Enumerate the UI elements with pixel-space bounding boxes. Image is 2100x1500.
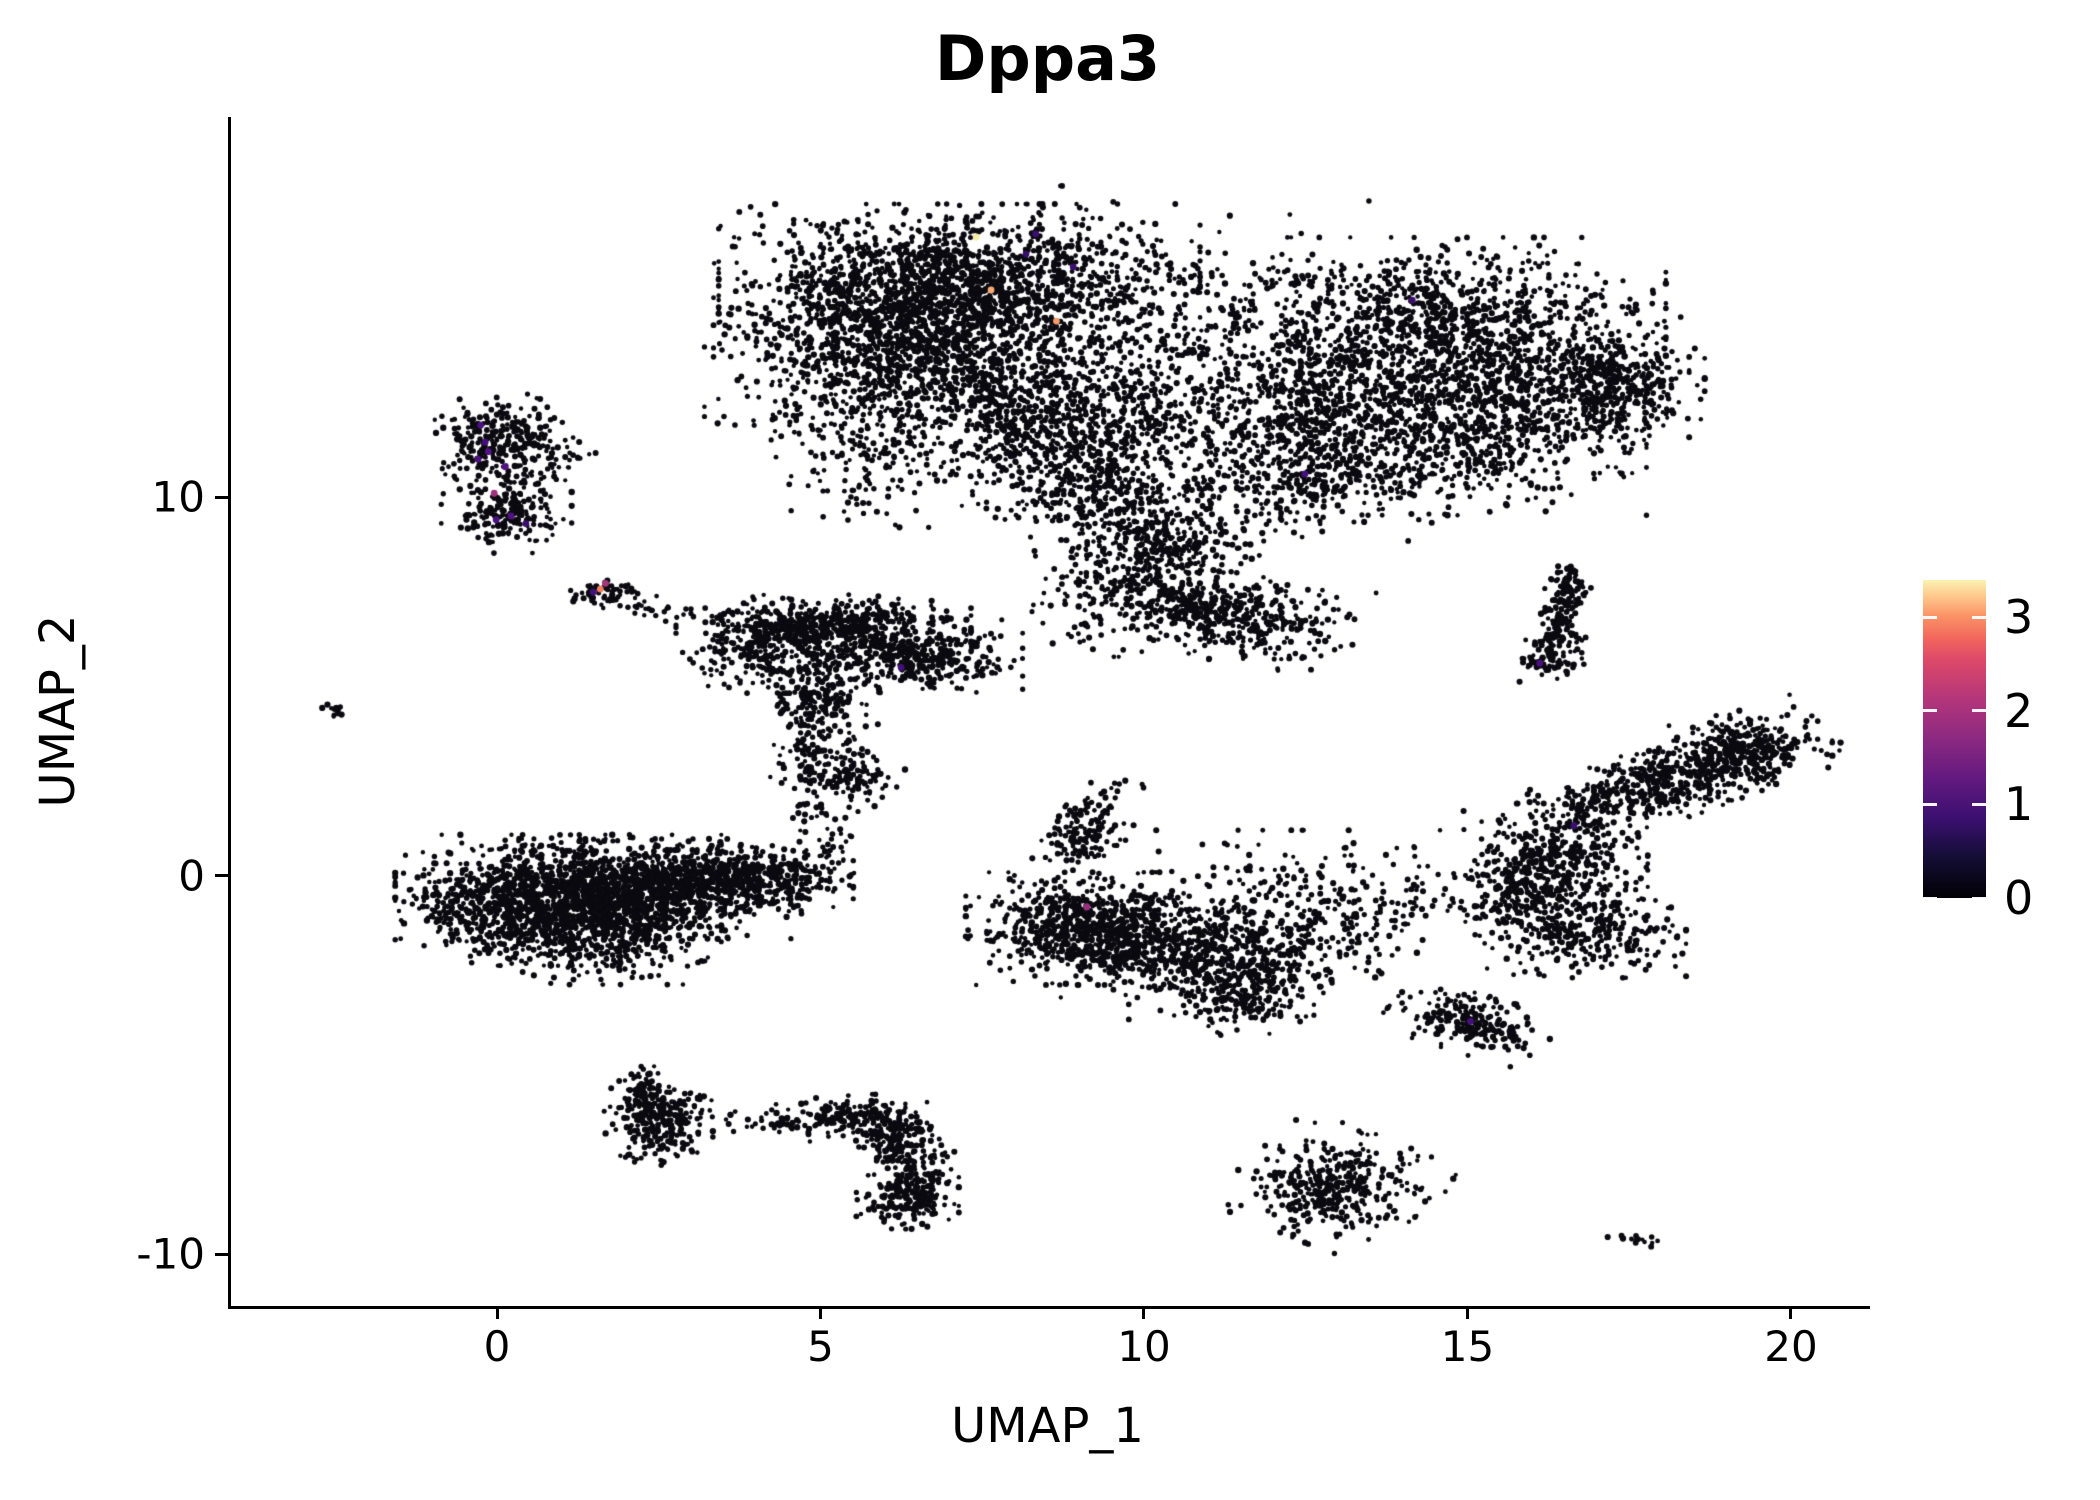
x-tick-label: 15	[1440, 1322, 1495, 1371]
y-axis-tick	[215, 874, 228, 878]
colorbar-tick	[1972, 615, 1986, 619]
y-axis-tick	[215, 1252, 228, 1256]
x-axis-tick	[1142, 1306, 1146, 1319]
x-tick-label: 10	[1117, 1322, 1171, 1371]
colorbar-tick	[1972, 709, 1986, 713]
x-tick-label: 5	[807, 1322, 834, 1371]
expression-colorbar	[1923, 580, 1986, 898]
x-axis-title: UMAP_1	[951, 1398, 1144, 1454]
x-tick-label: 20	[1764, 1322, 1818, 1371]
colorbar-tick	[1972, 802, 1986, 806]
colorbar-tick	[1923, 802, 1937, 806]
plot-title: Dppa3	[934, 22, 1161, 95]
colorbar-tick	[1923, 615, 1937, 619]
y-tick-label: -10	[136, 1229, 205, 1279]
umap-scatter-canvas	[231, 117, 1870, 1306]
colorbar-tick	[1923, 896, 1937, 900]
colorbar-tick	[1972, 896, 1986, 900]
y-tick-label: 0	[178, 851, 205, 901]
colorbar-tick-label: 2	[2004, 683, 2034, 738]
x-axis-tick	[495, 1306, 499, 1319]
colorbar-tick-label: 3	[2004, 590, 2034, 645]
y-axis-title: UMAP_2	[30, 614, 86, 808]
y-tick-label: 10	[151, 472, 205, 522]
colorbar-tick-label: 1	[2004, 777, 2034, 832]
plot-area	[228, 117, 1870, 1309]
y-axis-tick	[215, 495, 228, 499]
colorbar-tick	[1923, 709, 1937, 713]
x-axis-tick	[819, 1306, 822, 1319]
x-axis-tick	[1789, 1306, 1793, 1319]
colorbar-tick-label: 0	[2004, 871, 2034, 925]
x-axis-tick	[1465, 1306, 1469, 1319]
x-tick-label: 0	[483, 1322, 511, 1371]
